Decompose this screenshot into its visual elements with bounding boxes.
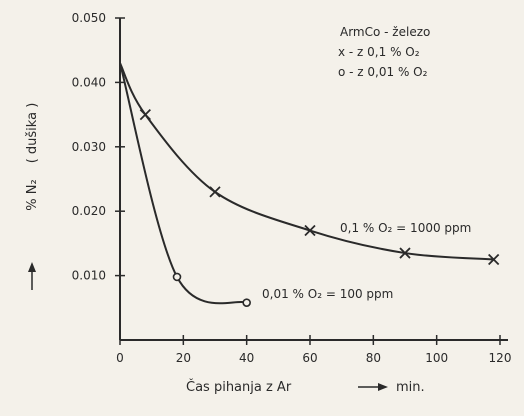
marker-stroke (488, 253, 500, 266)
y-tick-label: 0.020 (72, 204, 106, 218)
data-point-x (304, 224, 316, 237)
data-point-x (399, 247, 411, 259)
x-tick-label: 0 (116, 351, 124, 365)
y-axis-title: % N₂ ( dušika ) (25, 103, 40, 211)
series-line-o (119, 62, 248, 305)
marker-stroke (209, 186, 221, 198)
data-point-o (242, 298, 251, 307)
annotation-series-o: 0,01 % O₂ = 100 ppm (262, 287, 393, 301)
x-axis-title: Čas pihanja z Ar (186, 379, 292, 395)
x-tick-label: 20 (176, 351, 191, 365)
data-point-o (172, 272, 182, 282)
y-axis-symbol: % N₂ (25, 179, 40, 210)
data-point-x (139, 108, 151, 121)
legend-entry-o: o - z 0,01 % O₂ (338, 65, 428, 79)
legend: ArmCo - železo x - z 0,1 % O₂ o - z 0,01… (338, 25, 430, 79)
y-axis-note: ( dušika ) (25, 103, 40, 164)
x-tick-label: 40 (239, 351, 254, 365)
x-tick-label: 60 (302, 351, 317, 365)
annotation-series-x: 0,1 % O₂ = 1000 ppm (340, 221, 471, 235)
x-tick-label: 120 (489, 351, 512, 365)
x-axis-arrowhead (378, 383, 388, 391)
marker-stroke (304, 224, 316, 237)
y-tick-label: 0.040 (72, 75, 106, 89)
y-axis-arrowhead (28, 262, 36, 272)
legend-entry-x: x - z 0,1 % O₂ (338, 45, 420, 59)
data-point-x (488, 253, 500, 266)
marker-stroke (139, 108, 151, 121)
data-point-x (209, 186, 221, 198)
y-tick-label: 0.050 (72, 11, 106, 25)
x-axis-unit: min. (396, 380, 425, 395)
x-tick-label: 100 (425, 351, 448, 365)
legend-title: ArmCo - železo (340, 25, 430, 39)
axis-ticks: 0.010 0.020 0.030 0.040 0.050 0 20 40 60 80 100 120 (72, 11, 512, 365)
y-tick-label: 0.030 (72, 140, 106, 154)
series-layer (119, 62, 500, 307)
marker-stroke (399, 247, 411, 259)
y-tick-label: 0.010 (72, 269, 106, 283)
x-tick-label: 80 (366, 351, 381, 365)
